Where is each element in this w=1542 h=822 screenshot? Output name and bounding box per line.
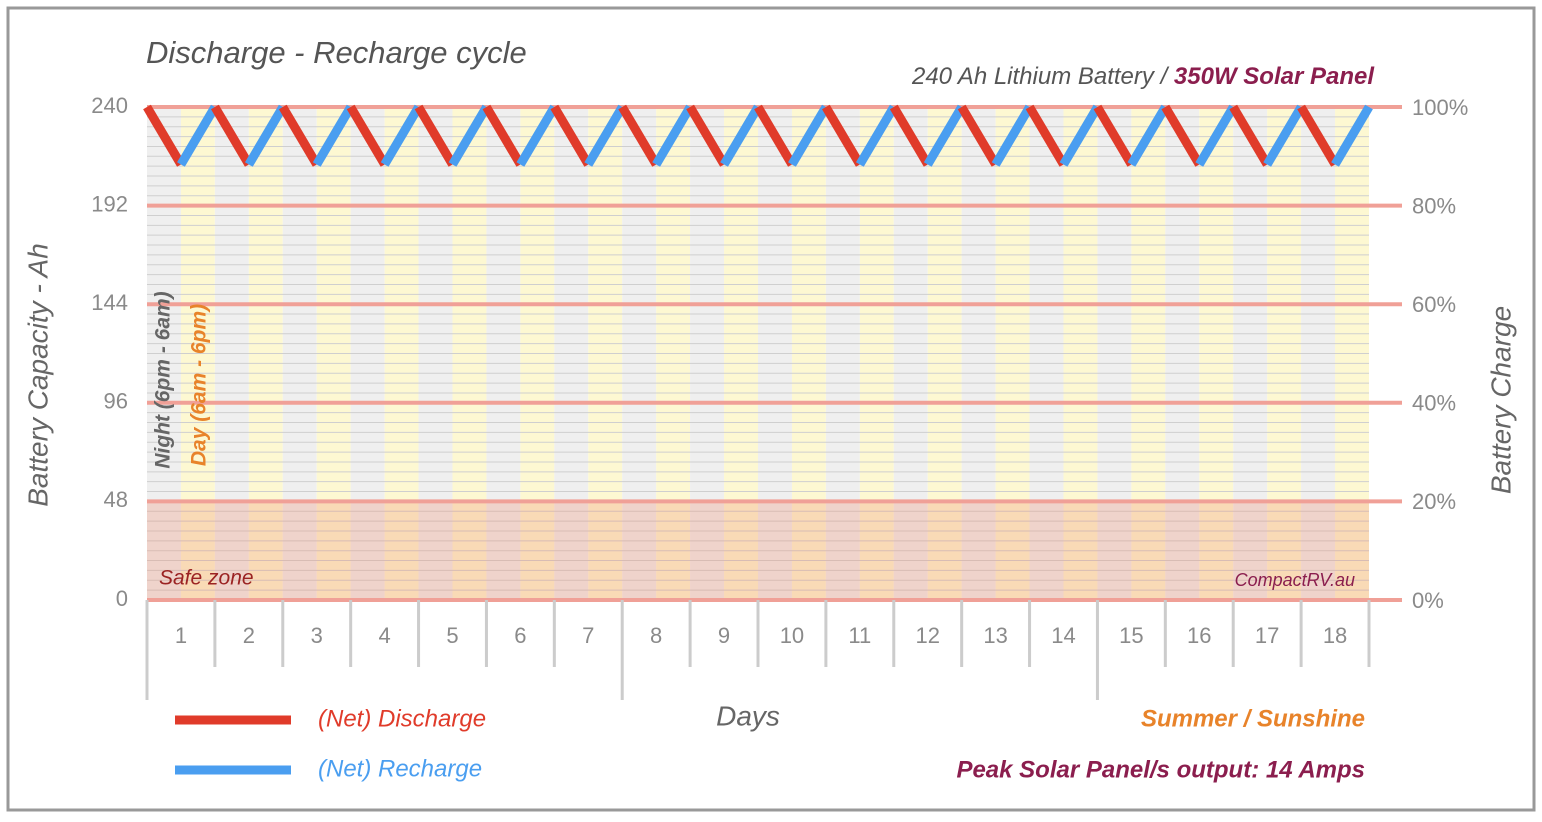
recharge-segment: [584, 104, 627, 167]
x-axis-label: Days: [716, 700, 780, 731]
subtitle-highlight: 350W Solar Panel: [1174, 63, 1375, 90]
recharge-segment: [1059, 104, 1102, 167]
y2-tick-label: 100%: [1412, 95, 1468, 120]
recharge-segment: [1331, 104, 1373, 167]
recharge-segment: [788, 104, 830, 167]
discharge-segment: [278, 104, 321, 167]
x-tick-label: 12: [915, 623, 939, 648]
peak-note: Peak Solar Panel/s output: 14 Amps: [956, 756, 1365, 783]
recharge-segment: [720, 104, 762, 167]
x-tick-label: 1: [175, 623, 187, 648]
y2-tick-label: 0%: [1412, 588, 1444, 613]
discharge-segment: [1093, 104, 1136, 167]
recharge-segment: [177, 104, 219, 167]
discharge-segment: [414, 104, 457, 167]
discharge-segment: [957, 104, 1000, 167]
subtitle: 240 Ah Lithium Battery / 350W Solar Pane…: [911, 63, 1375, 90]
season-note: Summer / Sunshine: [1141, 705, 1365, 732]
x-tick-label: 3: [311, 623, 323, 648]
safe-zone: [147, 501, 1369, 600]
recharge-segment: [855, 104, 898, 167]
recharge-segment: [1195, 104, 1238, 167]
discharge-segment: [889, 104, 932, 167]
night-label: Night (6pm - 6am): [152, 291, 175, 468]
x-tick-label: 11: [848, 623, 871, 648]
y-tick-label: 0: [116, 586, 128, 611]
recharge-segment: [448, 104, 491, 167]
recharge-segment: [312, 104, 355, 167]
legend-label: (Net) Discharge: [318, 705, 486, 732]
y2-tick-label: 80%: [1412, 193, 1456, 218]
discharge-segment: [550, 104, 593, 167]
y-tick-label: 96: [104, 389, 128, 414]
day-label: Day (6am - 6pm): [188, 304, 211, 466]
discharge-segment: [618, 104, 661, 167]
x-tick-label: 5: [446, 623, 458, 648]
y2-tick-label: 20%: [1412, 489, 1456, 514]
x-tick-label: 13: [983, 623, 1007, 648]
discharge-segment: [346, 104, 389, 167]
x-tick-label: 17: [1255, 623, 1279, 648]
discharge-segment: [1161, 104, 1204, 167]
credit: CompactRV.au: [1235, 570, 1355, 590]
x-tick-label: 9: [718, 623, 730, 648]
x-tick-label: 16: [1187, 623, 1211, 648]
recharge-segment: [991, 104, 1034, 167]
legend-label: (Net) Recharge: [318, 755, 482, 782]
discharge-segment: [686, 104, 728, 167]
x-tick-label: 2: [243, 623, 255, 648]
x-tick-label: 4: [378, 623, 390, 648]
recharge-segment: [1127, 104, 1170, 167]
x-tick-label: 15: [1119, 623, 1143, 648]
chart-title: Discharge - Recharge cycle: [146, 35, 527, 70]
discharge-segment: [143, 104, 185, 167]
y-tick-label: 48: [104, 487, 128, 512]
safe-zone-label: Safe zone: [159, 567, 254, 590]
x-tick-label: 8: [650, 623, 662, 648]
y2-tick-label: 40%: [1412, 391, 1456, 416]
x-tick-label: 10: [780, 623, 804, 648]
recharge-segment: [516, 104, 559, 167]
x-tick-label: 6: [514, 623, 526, 648]
y-axis-label: Battery Capacity - Ah: [22, 243, 53, 507]
y2-axis-label: Battery Charge: [1485, 306, 1516, 494]
discharge-segment: [1229, 104, 1272, 167]
subtitle-text: 240 Ah Lithium Battery /: [911, 63, 1174, 90]
discharge-segment: [1297, 104, 1339, 167]
x-tick-label: 14: [1051, 623, 1075, 648]
y2-tick-label: 60%: [1412, 292, 1456, 317]
discharge-segment: [211, 104, 253, 167]
y-tick-label: 240: [91, 93, 128, 118]
discharge-segment: [822, 104, 864, 167]
y-tick-label: 144: [91, 290, 128, 315]
x-tick-label: 7: [582, 623, 594, 648]
recharge-segment: [923, 104, 966, 167]
discharge-segment: [482, 104, 525, 167]
recharge-segment: [380, 104, 423, 167]
y-tick-label: 192: [91, 191, 128, 216]
discharge-segment: [754, 104, 796, 167]
recharge-segment: [652, 104, 694, 167]
recharge-segment: [1263, 104, 1305, 167]
discharge-segment: [1025, 104, 1068, 167]
x-tick-label: 18: [1323, 623, 1347, 648]
recharge-segment: [244, 104, 287, 167]
